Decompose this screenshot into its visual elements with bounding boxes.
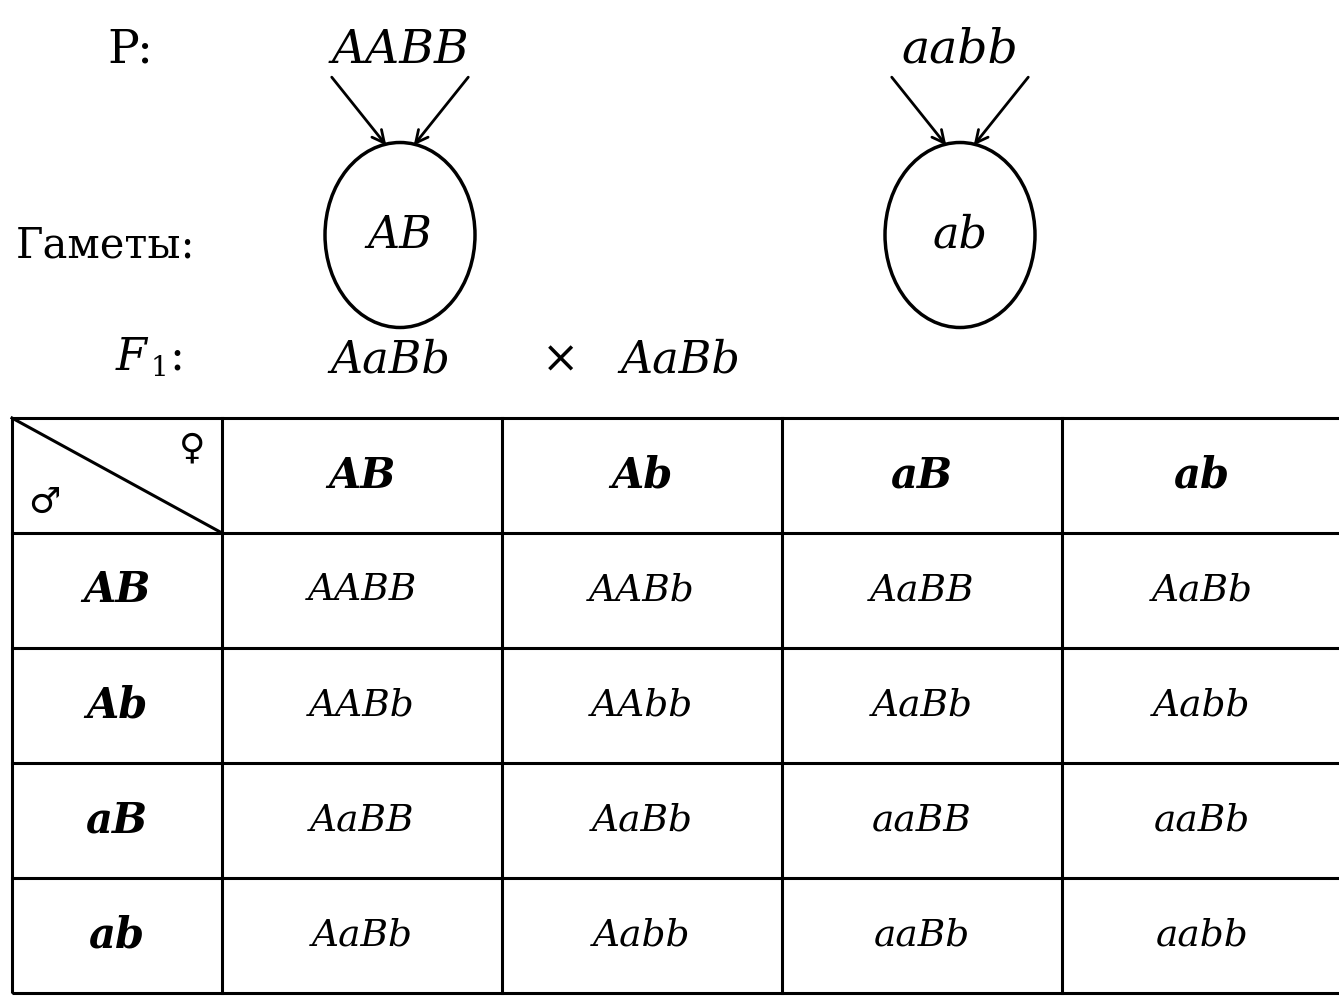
Text: AB: AB [328, 455, 396, 497]
Text: :: : [169, 335, 183, 378]
Text: Ab: Ab [86, 684, 147, 726]
Text: ab: ab [932, 213, 987, 257]
Text: Aabb: Aabb [1153, 687, 1251, 723]
Text: aabb: aabb [901, 27, 1019, 72]
Text: AaBB: AaBB [870, 572, 975, 609]
Text: 1: 1 [151, 354, 169, 381]
Bar [12, 418, 1339, 993]
Text: aaBb: aaBb [1154, 803, 1251, 838]
Text: aaBB: aaBB [872, 803, 972, 838]
Text: AABb: AABb [589, 572, 695, 609]
Text: F: F [116, 335, 147, 378]
Text: aB: aB [86, 800, 149, 841]
Text: ab: ab [1174, 455, 1231, 497]
Text: ♀: ♀ [178, 431, 205, 465]
Text: ×: × [541, 338, 578, 381]
Text: ab: ab [88, 914, 145, 957]
Text: aaBb: aaBb [874, 917, 971, 954]
Text: Aabb: Aabb [593, 917, 691, 954]
Text: AaBb: AaBb [620, 338, 740, 381]
Text: AaBb: AaBb [592, 803, 692, 838]
Text: AABB: AABB [331, 27, 469, 72]
Text: aabb: aabb [1156, 917, 1248, 954]
Text: AB: AB [368, 213, 432, 257]
Text: Ab: Ab [612, 455, 672, 497]
Text: AABB: AABB [308, 572, 416, 609]
Text: AaBB: AaBB [309, 803, 414, 838]
Text: AAbb: AAbb [590, 687, 694, 723]
Text: AaBb: AaBb [872, 687, 972, 723]
Text: P:: P: [107, 27, 153, 72]
Text: ♂: ♂ [28, 486, 60, 520]
Text: aB: aB [890, 455, 953, 497]
Text: AaBb: AaBb [1152, 572, 1252, 609]
Text: AB: AB [83, 569, 151, 612]
Text: AaBb: AaBb [329, 338, 450, 381]
Text: AaBb: AaBb [312, 917, 412, 954]
Text: AABb: AABb [309, 687, 415, 723]
Text: Гаметы:: Гаметы: [15, 224, 194, 266]
